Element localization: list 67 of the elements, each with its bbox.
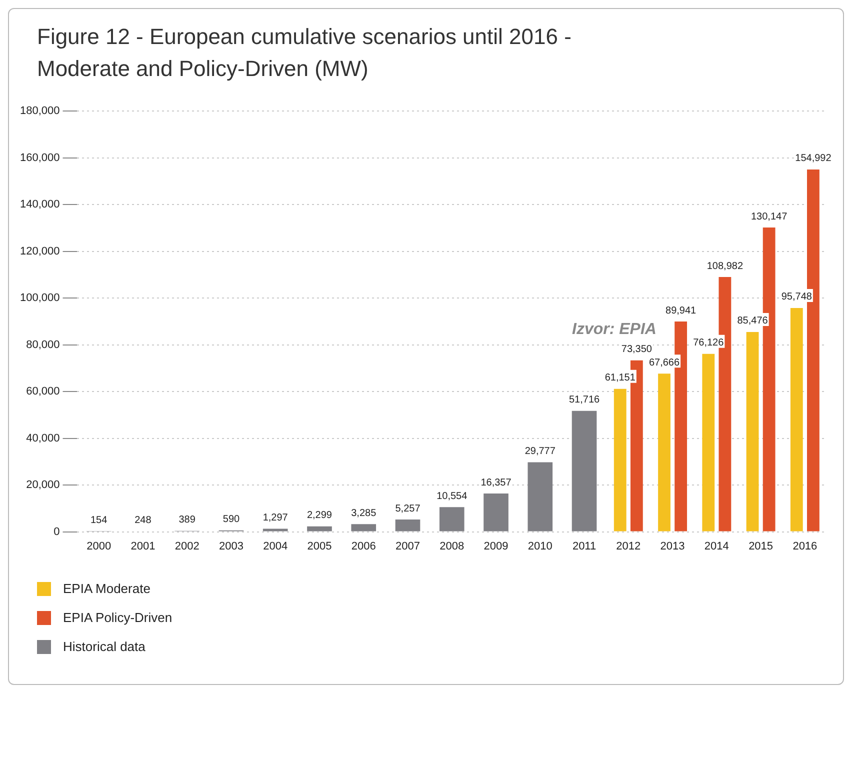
- x-tick-label: 2003: [218, 540, 244, 552]
- bar: [439, 507, 464, 532]
- data-label: 76,126: [693, 338, 724, 349]
- x-tick-label: 2002: [174, 540, 200, 552]
- data-label: 389: [178, 514, 196, 526]
- legend-label: Historical data: [63, 639, 146, 654]
- y-tick-label: 140,000: [20, 198, 60, 211]
- data-label: 590: [222, 514, 240, 526]
- data-label: 5,257: [395, 503, 421, 514]
- x-tick-label: 2009: [484, 540, 508, 552]
- bar: [395, 520, 420, 532]
- data-label: 89,941: [666, 305, 697, 316]
- bar: [307, 526, 332, 532]
- x-tick-label: 2016: [792, 540, 818, 552]
- x-tick-label: 2001: [130, 540, 156, 552]
- data-label: 29,777: [524, 446, 556, 457]
- chart-title: Figure 12 - European cumulative scenarios until 2016 - Moderate and Policy-Driven (MW): [37, 23, 572, 83]
- bar: [658, 374, 670, 532]
- y-tick-label: 100,000: [20, 292, 60, 304]
- x-tick-label: 2005: [307, 540, 332, 552]
- bar: [702, 354, 715, 532]
- legend-label: EPIA Policy-Driven: [63, 610, 172, 625]
- legend-label: EPIA Moderate: [63, 581, 150, 596]
- y-tick-label: 40,000: [26, 432, 60, 444]
- data-label: 51,716: [568, 394, 600, 406]
- data-label: 95,748: [781, 292, 812, 303]
- x-tick-label: 2004: [263, 540, 288, 552]
- y-tick-label: 0: [54, 526, 60, 538]
- data-label: 85,476: [737, 316, 768, 327]
- bar: [572, 410, 597, 532]
- x-tick-label: 2007: [396, 540, 420, 552]
- y-tick-label: 80,000: [26, 338, 60, 351]
- x-tick-label: 2011: [572, 540, 596, 552]
- data-label: 1,297: [262, 512, 288, 524]
- y-tick-label: 20,000: [26, 479, 60, 492]
- x-tick-label: 2015: [748, 540, 774, 552]
- x-tick-label: 2008: [440, 540, 464, 552]
- y-tick-label: 160,000: [20, 152, 60, 164]
- data-label: 108,982: [706, 260, 744, 272]
- data-label: 10,554: [436, 490, 468, 502]
- y-tick-label: 180,000: [20, 105, 60, 118]
- y-tick-label: 60,000: [26, 386, 60, 398]
- data-label: 61,151: [604, 372, 636, 384]
- data-label: 16,357: [480, 477, 512, 488]
- x-tick-label: 2006: [351, 540, 376, 552]
- annotation: Izvor: EPIA: [572, 321, 656, 339]
- bar: [746, 332, 759, 532]
- data-label: 3,285: [351, 508, 377, 519]
- bar: [351, 524, 376, 532]
- bar: [790, 308, 803, 532]
- x-tick-label: 2014: [704, 540, 729, 552]
- x-tick-label: 2012: [616, 540, 641, 552]
- data-label: 67,666: [648, 357, 680, 368]
- data-label: 154: [90, 515, 108, 526]
- data-label: 130,147: [751, 211, 788, 222]
- x-tick-label: 2000: [86, 540, 112, 552]
- data-label: 154,992: [795, 153, 832, 164]
- data-label: 248: [134, 514, 152, 526]
- x-tick-label: 2010: [528, 540, 552, 552]
- bar: [484, 494, 508, 532]
- bar: [528, 462, 553, 532]
- data-label: 73,350: [621, 344, 652, 356]
- data-label: 2,299: [306, 510, 332, 522]
- bar: [262, 528, 288, 532]
- x-tick-label: 2013: [660, 540, 685, 552]
- y-tick-label: 120,000: [20, 245, 60, 258]
- bar: [614, 388, 626, 532]
